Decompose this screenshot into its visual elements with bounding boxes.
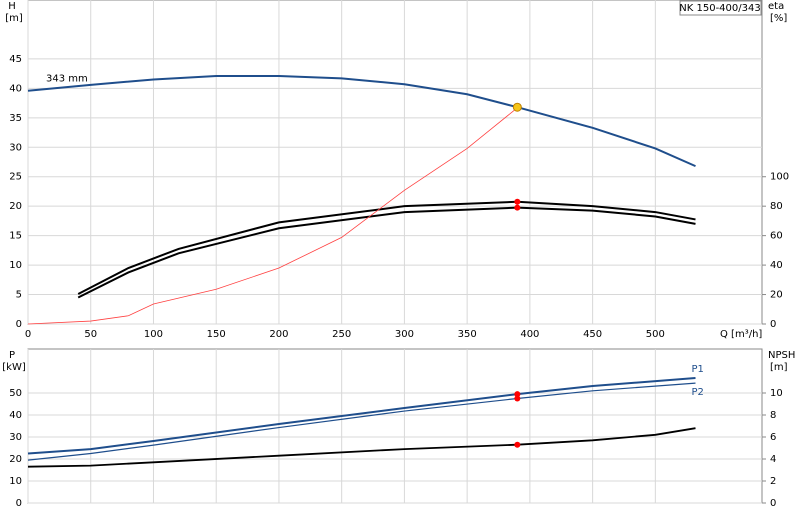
model-box xyxy=(679,0,762,16)
y-tick-label: 5 xyxy=(16,290,22,301)
operating-point xyxy=(514,204,521,211)
y-tick-label: 10 xyxy=(9,476,22,487)
y2-axis-label: eta xyxy=(768,1,784,12)
y-tick-label: 0 xyxy=(16,498,22,509)
operating-point xyxy=(514,441,521,448)
x-tick-label: 150 xyxy=(207,329,226,340)
y-tick-label: 0 xyxy=(16,319,22,330)
operating-point xyxy=(512,102,522,112)
y-tick-label: 30 xyxy=(9,142,22,153)
y-tick-label: 20 xyxy=(9,454,22,465)
operating-point xyxy=(514,391,521,398)
y2-tick-label: 20 xyxy=(770,290,783,301)
y2-tick-label: 100 xyxy=(770,172,789,183)
y-axis-unit: [kW] xyxy=(2,362,26,373)
x-tick-label: 400 xyxy=(520,329,539,340)
series-label: P2 xyxy=(692,387,704,398)
series-line xyxy=(27,107,518,325)
y2-tick-label: 0 xyxy=(770,498,776,509)
y-tick-label: 40 xyxy=(9,410,22,421)
x-tick-label: 0 xyxy=(25,329,31,340)
y-axis-label: H xyxy=(8,1,16,12)
y-tick-label: 15 xyxy=(9,231,22,242)
series-label: P1 xyxy=(692,364,704,375)
model-label: NK 150-400/343 xyxy=(679,3,760,14)
operating-point xyxy=(514,198,521,205)
y2-tick-label: 60 xyxy=(770,231,783,242)
x-axis-label: Q [m³/h] xyxy=(720,329,762,340)
series-label: 343 mm xyxy=(46,74,88,85)
x-tick-label: 250 xyxy=(332,329,351,340)
y2-tick-label: 2 xyxy=(770,476,776,487)
x-tick-label: 200 xyxy=(269,329,288,340)
plot-area xyxy=(27,0,763,325)
series-line xyxy=(27,427,696,468)
y-tick-label: 25 xyxy=(9,172,22,183)
y2-tick-label: 4 xyxy=(770,454,776,465)
x-tick-label: 500 xyxy=(646,329,665,340)
y2-axis-unit: [%] xyxy=(770,13,787,24)
x-tick-label: 300 xyxy=(395,329,414,340)
y2-tick-label: 80 xyxy=(770,201,783,212)
x-tick-label: 100 xyxy=(144,329,163,340)
y-tick-label: 45 xyxy=(9,54,22,65)
y-axis-unit: [m] xyxy=(5,13,23,24)
x-tick-label: 50 xyxy=(84,329,97,340)
y-tick-label: 50 xyxy=(9,388,22,399)
series-line xyxy=(27,74,696,168)
y2-tick-label: 6 xyxy=(770,432,776,443)
y2-tick-label: 0 xyxy=(770,319,776,330)
y-tick-label: 10 xyxy=(9,260,22,271)
x-tick-label: 450 xyxy=(583,329,602,340)
y2-tick-label: 40 xyxy=(770,260,783,271)
series-line xyxy=(27,382,696,461)
y2-tick-label: 10 xyxy=(770,388,783,399)
series-line xyxy=(77,206,696,299)
y-tick-label: 40 xyxy=(9,83,22,94)
operating-point xyxy=(514,395,521,402)
y-tick-label: 30 xyxy=(9,432,22,443)
series-line xyxy=(77,200,696,295)
y-axis-label: P xyxy=(9,350,15,361)
y-tick-label: 35 xyxy=(9,113,22,124)
x-tick-label: 350 xyxy=(458,329,477,340)
y2-tick-label: 8 xyxy=(770,410,776,421)
series-line xyxy=(27,377,696,455)
y2-axis-label: NPSH xyxy=(768,350,795,361)
plot-area xyxy=(27,348,763,504)
y2-axis-unit: [m] xyxy=(770,362,788,373)
y-tick-label: 20 xyxy=(9,201,22,212)
